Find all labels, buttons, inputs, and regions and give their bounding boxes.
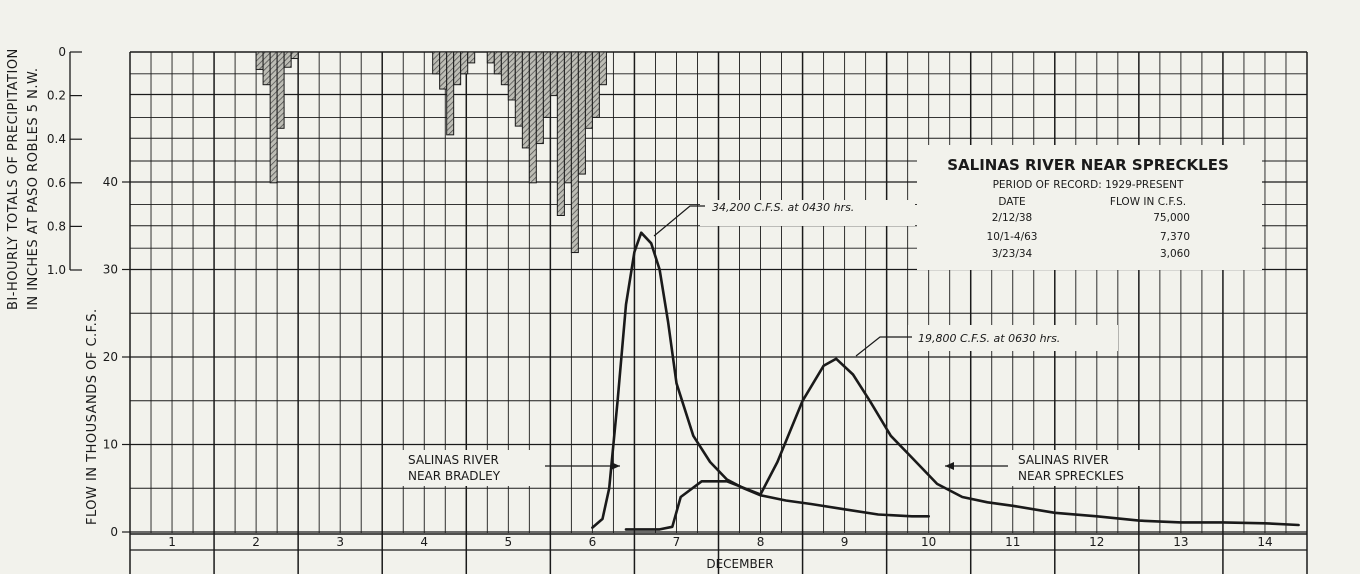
precip-bar [549,51,558,97]
x-tick-label: 7 [673,535,681,549]
precip-bar [591,51,600,118]
label-spreckles-line2: NEAR SPRECKLES [1018,469,1124,483]
precip-bar [255,51,264,70]
precip-tick-label: 0.2 [47,89,66,103]
record-row-1-date: 2/12/38 [992,212,1032,224]
precip-bar [439,51,448,90]
x-tick-label: 11 [1005,535,1020,549]
peak-annotation-spreckles-leader [855,336,912,357]
y-tick-label: 40 [103,175,118,189]
x-tick-label: 10 [921,535,936,549]
precip-bar [577,51,586,175]
record-box: SALINAS RIVER NEAR SPRECKLES PERIOD OF R… [917,145,1262,270]
precip-bar [467,51,476,64]
record-col-date: DATE [998,196,1025,208]
precip-bar [262,51,271,86]
precip-bar [493,51,502,75]
precip-tick-label: 0.6 [47,176,66,190]
precip-bar [535,51,544,145]
x-axis-title: DECEMBER [706,557,773,571]
x-tick-label: 8 [757,535,765,549]
record-box-bg [917,145,1262,270]
precipitation-bars [255,51,607,254]
flow-series [591,231,1300,531]
precip-bar [283,51,292,68]
peak-annotation-bradley-bg [700,200,915,226]
precip-tick-label: 1.0 [47,263,66,277]
peak-annotation-bradley-text: 34,200 C.F.S. at 0430 hrs. [712,201,854,214]
y-tick-label: 10 [103,438,118,452]
precip-bar [514,51,523,127]
precip-tick-label: 0 [58,45,66,59]
label-spreckles-bg [1012,450,1154,486]
precip-bar [584,51,593,129]
x-tick-label: 3 [336,535,344,549]
flow-axis-title: FLOW IN THOUSANDS OF C.F.S. [85,308,100,525]
precip-bar [446,51,455,136]
precip-bar [500,51,509,86]
peak-annotation-spreckles: 19,800 C.F.S. at 0630 hrs. [855,325,1118,357]
precip-axis-title-line2: IN INCHES AT PASO ROBLES 5 N.W. [26,68,41,310]
x-tick-label: 6 [589,535,597,549]
record-row-2-flow: 7,370 [1160,231,1190,243]
x-tick-label: 13 [1173,535,1188,549]
record-box-period: PERIOD OF RECORD: 1929-PRESENT [993,179,1184,191]
precip-bar [563,51,572,184]
precip-bar [290,51,299,60]
x-tick-label: 1 [168,535,176,549]
record-row-3-flow: 3,060 [1160,248,1190,260]
precip-bar [556,51,565,216]
label-bradley: SALINAS RIVER NEAR BRADLEY [400,450,620,486]
series-line-spreckles [624,357,1300,531]
precip-axis-title-line1: BI-HOURLY TOTALS OF PRECIPITATION [6,48,21,310]
x-tick-label: 12 [1089,535,1104,549]
grid [129,51,1308,574]
label-bradley-line2: NEAR BRADLEY [408,469,501,483]
label-spreckles-line1: SALINAS RIVER [1018,453,1109,467]
precip-bar [432,51,441,75]
record-col-flow: FLOW IN C.F.S. [1110,196,1186,208]
peak-annotation-spreckles-bg [908,325,1118,351]
precip-bar [486,51,495,64]
precip-bar [269,51,278,184]
x-tick-label: 9 [841,535,849,549]
precip-tick-label: 0.8 [47,219,66,233]
x-tick-label: 2 [252,535,260,549]
precip-bar [570,51,579,254]
precip-tick-label: 0.4 [47,132,66,146]
peak-annotation-bradley-leader [653,205,705,237]
precip-bar [460,51,469,75]
record-box-title: SALINAS RIVER NEAR SPRECKLES [947,156,1229,174]
record-row-3-date: 3/23/34 [992,248,1033,260]
record-row-2-date: 10/1-4/63 [987,231,1038,243]
peak-annotation-spreckles-text: 19,800 C.F.S. at 0630 hrs. [918,332,1060,345]
precip-bar [276,51,285,129]
label-spreckles-arrowhead [945,462,954,470]
y-tick-label: 0 [110,525,118,539]
label-bradley-line1: SALINAS RIVER [408,453,499,467]
precip-bar [598,51,607,86]
precip-bar [521,51,530,149]
x-tick-label: 14 [1257,535,1272,549]
precip-bar [507,51,516,101]
label-spreckles: SALINAS RIVER NEAR SPRECKLES [945,450,1154,486]
axes: 1 2 3 4 5 6 7 8 9 10 11 12 13 1401020304000.20.40.60.… [47,45,1273,549]
y-tick-label: 20 [103,350,118,364]
precip-bar [542,51,551,118]
precip-bar [453,51,462,86]
series-line-bradley [591,231,931,529]
label-bradley-arrowhead [611,462,620,470]
precip-bar [528,51,537,184]
x-tick-label: 4 [420,535,428,549]
y-tick-label: 30 [103,263,118,277]
peak-annotation-bradley: 34,200 C.F.S. at 0430 hrs. [653,200,915,237]
record-row-1-flow: 75,000 [1153,212,1190,224]
x-tick-label: 5 [505,535,513,549]
label-bradley-bg [400,450,540,486]
